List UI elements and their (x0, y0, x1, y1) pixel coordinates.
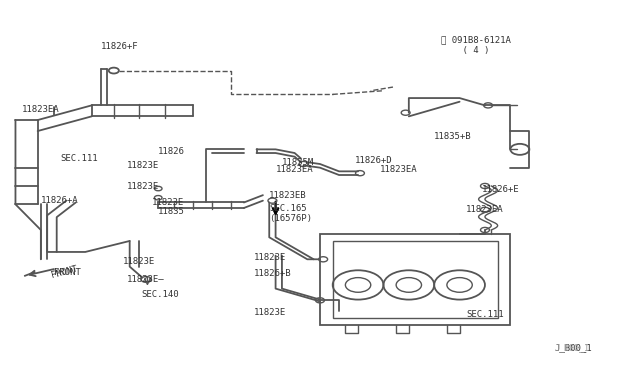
Text: 11835+B: 11835+B (434, 132, 472, 141)
Text: 11823E: 11823E (127, 182, 159, 190)
Bar (320, 234, 510, 325)
Text: SEC.165
(16576P): SEC.165 (16576P) (269, 204, 312, 223)
Text: J_B00_1: J_B00_1 (555, 343, 593, 352)
Text: 11835: 11835 (158, 207, 185, 216)
Text: Ⓑ 091B8-6121A
    ( 4 ): Ⓑ 091B8-6121A ( 4 ) (440, 35, 511, 55)
Text: 11823E: 11823E (127, 161, 159, 170)
Text: 11823E: 11823E (152, 198, 184, 207)
Text: 11826+F: 11826+F (101, 42, 139, 51)
Text: J_B00_1: J_B00_1 (555, 343, 589, 352)
Text: SEC.140: SEC.140 (141, 289, 179, 299)
Text: 11823E: 11823E (253, 308, 285, 317)
Text: FRONT: FRONT (54, 267, 81, 277)
Text: 11823E: 11823E (253, 253, 285, 262)
Text: 11826+E: 11826+E (482, 185, 520, 194)
Bar (333, 241, 498, 318)
Text: 11823E—: 11823E— (127, 275, 164, 284)
Text: 11826+B: 11826+B (253, 269, 291, 279)
Text: 11823EA: 11823EA (466, 205, 504, 214)
Text: 11823EA: 11823EA (22, 105, 60, 113)
Text: 11835M: 11835M (282, 158, 314, 167)
Text: 11823EB: 11823EB (269, 191, 307, 200)
Text: FRONT: FRONT (51, 264, 79, 280)
Text: 11823EA: 11823EA (276, 165, 313, 174)
Text: 11826+A: 11826+A (41, 196, 79, 205)
Text: 11826: 11826 (158, 147, 185, 156)
Text: 11826+D: 11826+D (355, 156, 392, 165)
Text: 11823EA: 11823EA (380, 165, 418, 174)
Text: SEC.111: SEC.111 (60, 154, 97, 163)
Text: SEC.111: SEC.111 (466, 310, 504, 319)
Text: 11823E: 11823E (124, 257, 156, 266)
